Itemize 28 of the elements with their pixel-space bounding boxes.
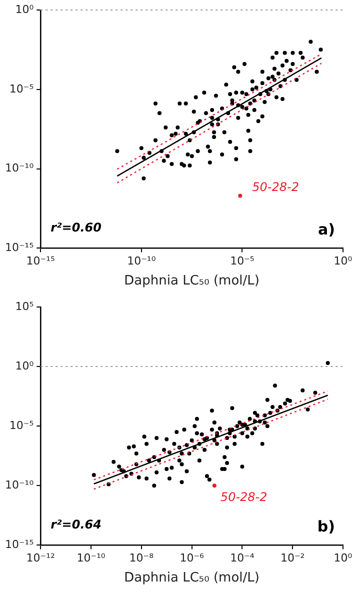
annotation: a) (318, 220, 335, 239)
annotation: r²=0.64 (50, 517, 102, 532)
y-tick-label: 10⁻⁵ (9, 418, 34, 432)
y-tick-label: 10⁰ (15, 359, 34, 372)
x-tick-label: 10⁻⁴ (230, 552, 255, 565)
y-tick-label: 10⁰ (15, 2, 34, 16)
x-tick-label: 10⁻⁶ (180, 552, 205, 565)
x-tick-label: 10⁻¹⁰ (76, 552, 106, 565)
annotation: b) (317, 518, 335, 536)
x-tick-label: 10⁻¹⁰ (127, 254, 156, 268)
y-tick-label: 10⁵ (15, 300, 34, 313)
y-tick-label: 10⁻¹⁵ (5, 241, 34, 254)
x-axis-title: Daphnia LC₅₀ (mol/L) (124, 274, 260, 289)
x-tick-label: 10⁰ (334, 254, 353, 268)
x-tick-label: 10⁻¹² (26, 552, 55, 565)
x-tick-label: 10⁻² (280, 552, 305, 565)
annotation: r²=0.60 (50, 220, 102, 234)
y-tick-label: 10⁻¹⁵ (5, 538, 34, 552)
x-tick-label: 10⁻⁸ (129, 552, 154, 565)
x-axis-title: Daphnia LC₅₀ (mol/L) (124, 570, 260, 586)
y-tick-label: 10⁻¹⁰ (5, 478, 34, 492)
annotation: 50-28-2 (220, 490, 268, 504)
x-tick-label: 10⁻⁵ (230, 254, 254, 268)
y-tick-label: 10⁻¹⁰ (5, 162, 34, 175)
annotation: 50-28-2 (252, 180, 299, 194)
x-tick-label: 10⁻¹⁵ (26, 254, 55, 268)
x-tick-label: 10⁰ (334, 552, 353, 565)
y-tick-label: 10⁻⁵ (9, 82, 34, 96)
